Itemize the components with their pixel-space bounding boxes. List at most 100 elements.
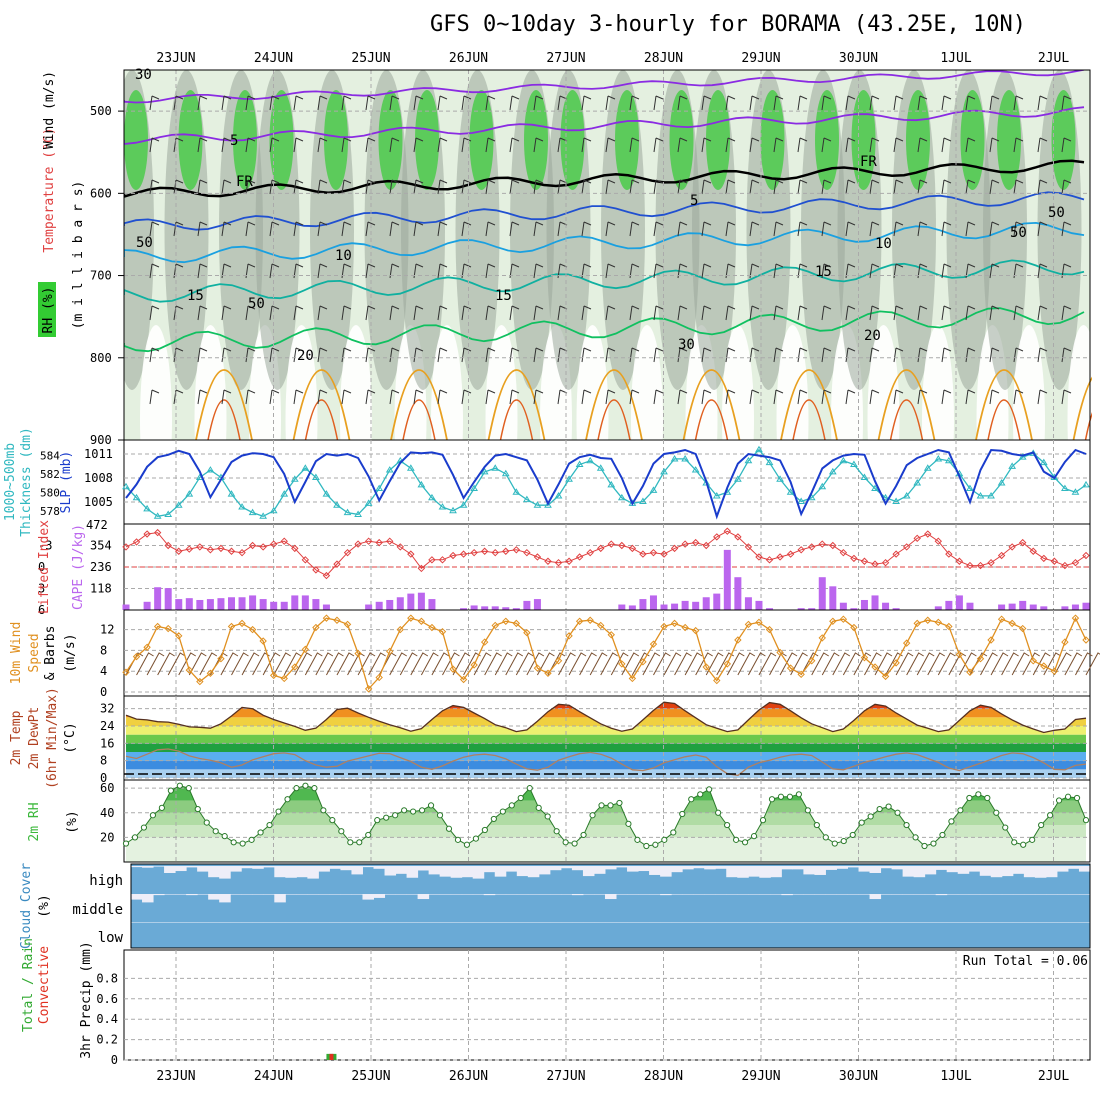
lifted-index-point <box>586 548 594 557</box>
cloud-gap-middle <box>296 894 308 895</box>
wind-barb <box>797 95 808 111</box>
wind-barb <box>269 389 280 405</box>
thickness-point <box>132 493 141 501</box>
temperature-band <box>126 743 1086 752</box>
cape-bar <box>396 597 404 610</box>
lifted-index-point <box>196 543 204 551</box>
rh-band <box>126 800 1086 813</box>
rh-point <box>840 837 847 845</box>
cloud-gap-low <box>968 922 981 923</box>
wind-speed-point <box>755 618 763 627</box>
thickness-point <box>153 512 162 519</box>
rh-point <box>616 799 623 807</box>
thickness-point <box>607 480 616 488</box>
cloud-gap-low <box>957 922 970 923</box>
thickness-point <box>765 458 774 466</box>
contour-label: FR <box>236 174 253 190</box>
wind-speed-point <box>227 622 236 631</box>
cloud-gap-middle <box>770 894 782 895</box>
thickness-point <box>871 484 879 492</box>
thickness-point <box>733 475 742 482</box>
cloud-row-label: low <box>98 930 124 946</box>
cloud-gap-low <box>274 922 286 923</box>
wind-barb <box>605 389 616 405</box>
thickness-point <box>385 466 394 473</box>
wind-barb <box>437 389 448 405</box>
wind-barb <box>485 95 496 111</box>
cloud-gap-high <box>990 866 1003 878</box>
cloud-gap-high <box>450 866 463 878</box>
cape-bar <box>460 608 468 610</box>
cloud-gap-low <box>682 922 694 923</box>
wind-barb <box>663 652 682 676</box>
wind-barb <box>505 652 524 676</box>
cloud-gap-low <box>913 922 926 923</box>
lifted-index-point <box>132 538 141 546</box>
dry-region <box>485 325 518 440</box>
wind-barb <box>1061 137 1072 153</box>
wind-barb <box>1061 389 1072 405</box>
thickness-point <box>934 454 943 462</box>
wind-speed-point <box>1018 624 1027 633</box>
thickness-point <box>428 493 436 501</box>
cape-bar <box>892 608 900 610</box>
wind-barb <box>269 137 280 153</box>
wind-speed-point <box>407 614 415 622</box>
wind-barb <box>452 652 471 676</box>
run-total-label: Run Total = 0.06 <box>963 954 1088 969</box>
wind-barb <box>749 137 760 153</box>
precip-convective-bar <box>329 1053 334 1060</box>
wind-barb <box>136 652 154 676</box>
rh-point <box>230 839 237 846</box>
cape-bar <box>734 577 742 610</box>
wind-barb <box>1061 347 1072 363</box>
rh-point <box>176 782 183 789</box>
cloud-gap-middle <box>682 894 694 895</box>
wind-barb <box>1037 389 1048 405</box>
lifted-tick-label: 0 <box>38 560 45 574</box>
rh-point <box>436 812 444 819</box>
bottom-date-label: 26JUN <box>449 1069 488 1084</box>
wind-barb <box>941 263 952 279</box>
lifted-tick-label: 6 <box>38 603 45 617</box>
lifted-cape-panel: -3 0 3 6 354 236 118 Lifted Index CAPE (J/kg) <box>37 520 1091 617</box>
temperature-band <box>126 702 1086 709</box>
wind-barb <box>413 347 424 363</box>
wind-speed-point <box>343 620 352 629</box>
legend-label: Speed <box>27 633 42 672</box>
cloud-gap-low <box>880 922 893 923</box>
cape-bar <box>312 599 320 610</box>
wind-barb <box>1032 652 1051 676</box>
wind-barb <box>790 652 808 676</box>
rh-point <box>849 831 856 839</box>
precip-tick-label: 0.2 <box>96 1033 118 1047</box>
cape-bar <box>818 577 826 610</box>
isotherm <box>987 399 1021 440</box>
cloud-gap-middle <box>461 894 474 895</box>
thickness-tick-label: 578 <box>40 505 60 518</box>
wind-barb <box>677 347 688 363</box>
wind-speed-point <box>892 659 900 667</box>
cloud-gap-high <box>671 866 683 873</box>
wind-barb <box>199 652 218 676</box>
wind-barb <box>533 305 544 321</box>
isotherm <box>1072 376 1092 440</box>
wind-barb <box>610 652 629 676</box>
cloud-gap-low <box>627 922 639 923</box>
wind-barb <box>701 221 712 237</box>
thickness-point <box>480 467 489 475</box>
cloud-gap-middle <box>836 894 848 895</box>
legend-label: 10m Wind <box>9 622 24 685</box>
wind-barb <box>389 95 400 111</box>
contour-label: 20 <box>297 348 314 364</box>
temperature-panel: 0 8 16 24 32 2m Temp 2m DewPt (6hr Min/Max) (°C) <box>9 687 1091 789</box>
wind-barb <box>869 347 880 363</box>
legend-label: (m/s) <box>63 633 78 672</box>
lifted-index-point <box>976 561 985 570</box>
cape-bar <box>860 599 868 610</box>
wind-barb <box>533 347 544 363</box>
isotherm <box>585 369 643 440</box>
wind-barb <box>989 137 1000 153</box>
isotherm <box>694 399 729 440</box>
